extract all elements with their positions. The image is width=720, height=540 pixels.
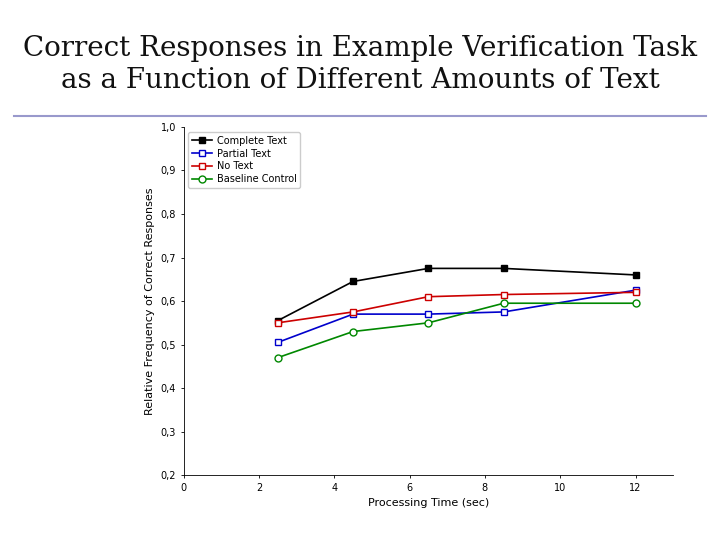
No Text <box>500 291 508 298</box>
X-axis label: Processing Time (sec): Processing Time (sec) <box>368 498 489 508</box>
Partial Text <box>274 339 282 346</box>
Partial Text <box>631 287 640 293</box>
Baseline Control <box>631 300 640 307</box>
Line: Partial Text: Partial Text <box>274 287 639 346</box>
Line: Baseline Control: Baseline Control <box>274 300 639 361</box>
Baseline Control <box>500 300 508 307</box>
No Text <box>631 289 640 295</box>
Legend: Complete Text, Partial Text, No Text, Baseline Control: Complete Text, Partial Text, No Text, Ba… <box>189 132 300 188</box>
Complete Text <box>424 265 433 272</box>
Text: Correct Responses in Example Verification Task: Correct Responses in Example Verificatio… <box>23 35 697 62</box>
Complete Text <box>274 318 282 324</box>
Baseline Control <box>274 354 282 361</box>
Text: as a Function of Different Amounts of Text: as a Function of Different Amounts of Te… <box>60 68 660 94</box>
Partial Text <box>500 309 508 315</box>
No Text <box>348 309 357 315</box>
Line: Complete Text: Complete Text <box>274 265 639 324</box>
Y-axis label: Relative Frequency of Correct Responses: Relative Frequency of Correct Responses <box>145 187 155 415</box>
Baseline Control <box>424 320 433 326</box>
Baseline Control <box>348 328 357 335</box>
Complete Text <box>631 272 640 278</box>
Complete Text <box>500 265 508 272</box>
Partial Text <box>348 311 357 318</box>
Complete Text <box>348 278 357 285</box>
No Text <box>274 320 282 326</box>
No Text <box>424 293 433 300</box>
Line: No Text: No Text <box>274 289 639 326</box>
Partial Text <box>424 311 433 318</box>
